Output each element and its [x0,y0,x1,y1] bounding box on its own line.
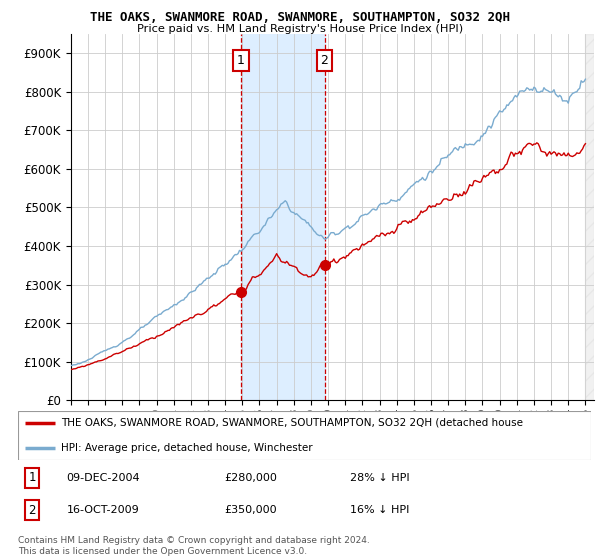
Text: HPI: Average price, detached house, Winchester: HPI: Average price, detached house, Winc… [61,442,313,452]
Text: 1: 1 [237,54,245,67]
Bar [241,34,325,400]
Text: 2: 2 [29,503,36,517]
Text: 1: 1 [29,472,36,484]
Text: Price paid vs. HM Land Registry's House Price Index (HPI): Price paid vs. HM Land Registry's House … [137,24,463,34]
Text: 09-DEC-2004: 09-DEC-2004 [67,473,140,483]
Text: THE OAKS, SWANMORE ROAD, SWANMORE, SOUTHAMPTON, SO32 2QH: THE OAKS, SWANMORE ROAD, SWANMORE, SOUTH… [90,11,510,24]
Text: £280,000: £280,000 [224,473,277,483]
Text: £350,000: £350,000 [224,505,277,515]
Text: 16-OCT-2009: 16-OCT-2009 [67,505,139,515]
Text: 16% ↓ HPI: 16% ↓ HPI [350,505,410,515]
Text: THE OAKS, SWANMORE ROAD, SWANMORE, SOUTHAMPTON, SO32 2QH (detached house: THE OAKS, SWANMORE ROAD, SWANMORE, SOUTH… [61,418,523,428]
Text: 28% ↓ HPI: 28% ↓ HPI [350,473,410,483]
Text: Contains HM Land Registry data © Crown copyright and database right 2024.
This d: Contains HM Land Registry data © Crown c… [18,536,370,556]
Text: 2: 2 [320,54,328,67]
Bar [586,34,594,400]
